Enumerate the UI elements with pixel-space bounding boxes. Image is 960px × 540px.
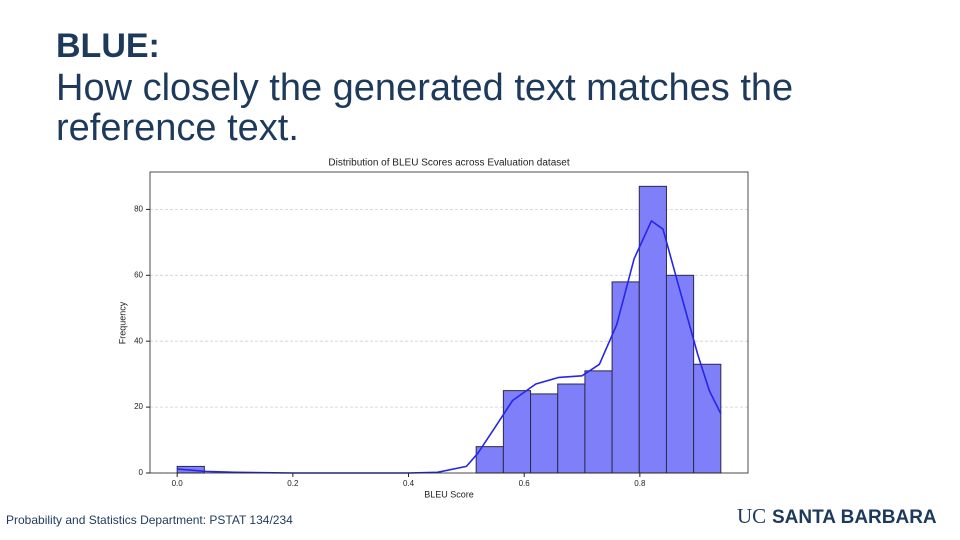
histogram-bar [693, 363, 722, 474]
x-tick-label: 0.2 [287, 479, 299, 488]
y-tick-label: 80 [134, 205, 143, 214]
histogram-bar [557, 383, 586, 474]
histogram-bar [584, 370, 613, 474]
y-tick-label: 60 [134, 270, 143, 279]
slide-title: BLUE: [56, 27, 160, 65]
histogram-bar [611, 281, 640, 474]
histogram-bar [475, 446, 504, 474]
x-axis-label: BLEU Score [424, 489, 474, 499]
histogram-bar [502, 390, 532, 474]
x-tick-label: 0.8 [634, 479, 646, 488]
footer-note: Probability and Statistics Department: P… [6, 513, 293, 527]
x-tick-label: 0.6 [519, 479, 531, 488]
histogram-bar [665, 274, 695, 474]
histogram-bar [530, 393, 559, 474]
slide-subtitle: reference text. [56, 107, 299, 149]
logo-uc: UC [737, 504, 766, 528]
y-tick-label: 40 [134, 336, 143, 345]
logo-name: SANTA BARBARA [772, 507, 937, 528]
plot-frame [149, 171, 749, 474]
y-tick-label: 20 [134, 402, 143, 411]
chart-title: Distribution of BLEU Scores across Evalu… [328, 158, 569, 169]
slide-subtitle: How closely the generated text matches t… [56, 67, 793, 109]
y-axis-label: Frequency [117, 301, 127, 344]
y-tick-label: 0 [139, 468, 144, 477]
x-tick-label: 0.0 [172, 479, 184, 488]
x-tick-label: 0.4 [403, 479, 415, 488]
